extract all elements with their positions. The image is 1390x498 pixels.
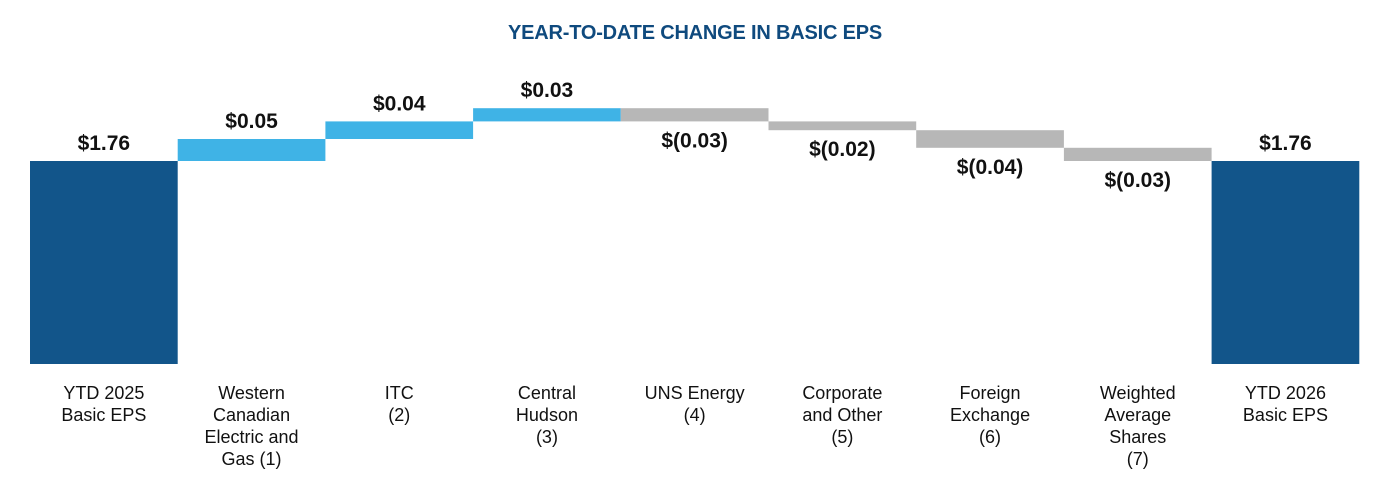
bar-9 [1211, 161, 1360, 364]
bar-6 [768, 121, 917, 131]
bar-4 [473, 108, 621, 122]
value-label-4: $0.03 [521, 79, 574, 102]
bar-5 [620, 108, 769, 122]
category-label-1: YTD 2025 Basic EPS [61, 383, 146, 425]
value-label-7: $(0.04) [957, 156, 1024, 179]
category-label-3: ITC (2) [385, 383, 414, 425]
category-label-5: UNS Energy (4) [645, 383, 745, 425]
bar-8 [1063, 147, 1212, 161]
value-label-5: $(0.03) [661, 129, 728, 152]
chart-title: YEAR-TO-DATE CHANGE IN BASIC EPS [507, 22, 882, 44]
bar-7 [916, 130, 1064, 148]
category-label-2: Western Canadian Electric and Gas (1) [205, 383, 299, 469]
value-label-9: $1.76 [1259, 132, 1312, 155]
value-label-1: $1.76 [78, 132, 131, 155]
value-label-8: $(0.03) [1104, 169, 1171, 192]
bar-3 [325, 121, 474, 139]
category-label-7: Foreign Exchange (6) [950, 383, 1030, 447]
bar-2 [177, 139, 326, 161]
category-label-6: Corporate and Other (5) [802, 383, 882, 447]
value-label-6: $(0.02) [809, 138, 876, 161]
value-label-3: $0.04 [373, 92, 426, 115]
value-label-2: $0.05 [225, 110, 278, 133]
category-label-8: Weighted Average Shares (7) [1100, 383, 1176, 469]
category-label-4: Central Hudson (3) [516, 383, 578, 447]
bar-1 [30, 161, 178, 364]
category-label-9: YTD 2026 Basic EPS [1243, 383, 1328, 425]
